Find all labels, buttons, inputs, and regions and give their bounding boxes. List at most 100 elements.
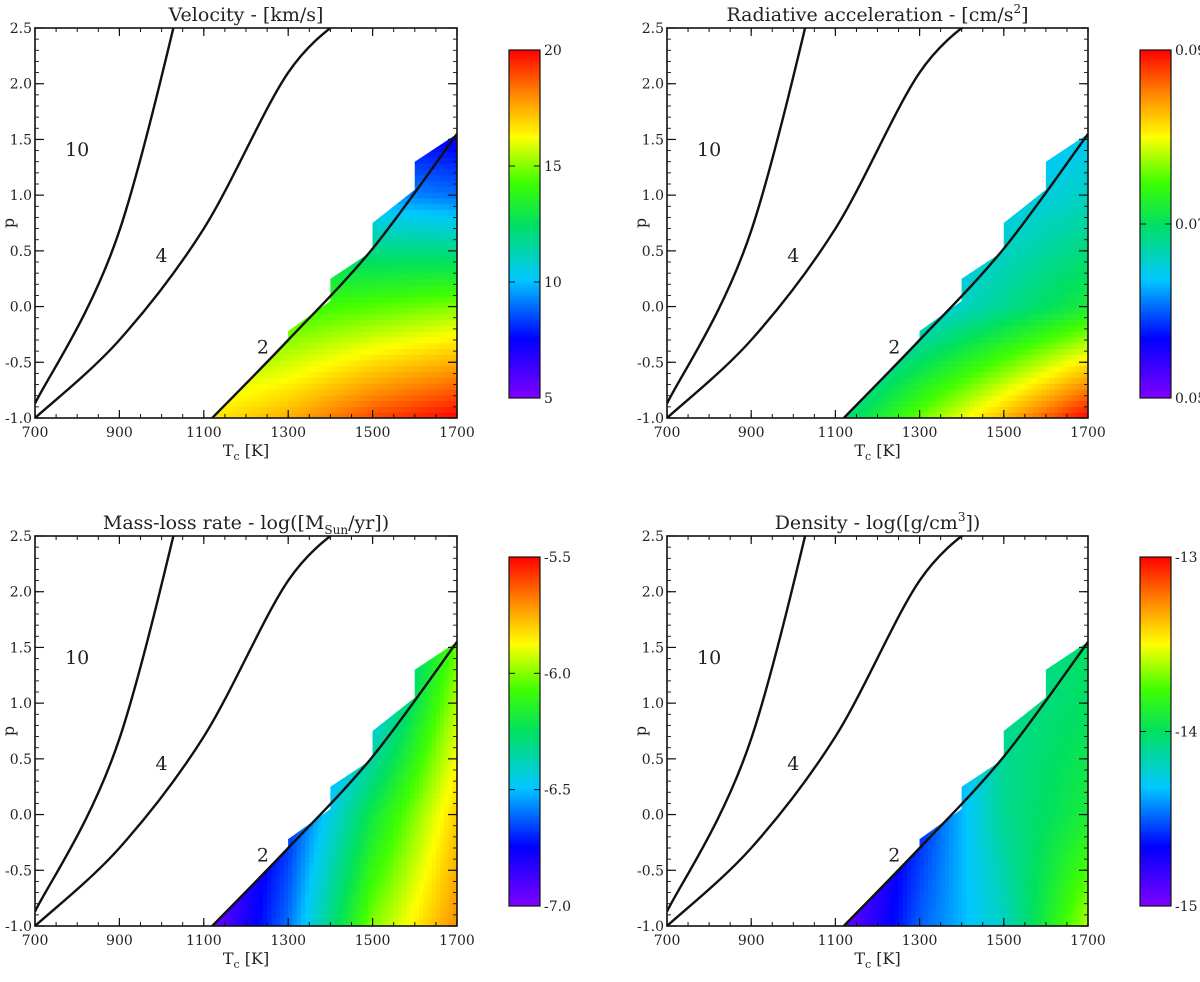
heatmap-cell — [932, 412, 938, 418]
heatmap-cell — [351, 209, 357, 216]
heatmap-cell — [250, 273, 256, 280]
heatmap-cell — [389, 325, 395, 332]
heatmap-cell — [856, 261, 862, 268]
heatmap-cell — [423, 232, 429, 239]
heatmap-cell — [885, 238, 891, 245]
heatmap-cell — [419, 174, 424, 182]
heatmap-cell — [444, 238, 450, 245]
heatmap-cell — [970, 394, 975, 402]
heatmap-cell — [898, 383, 904, 390]
heatmap-cell — [835, 262, 840, 268]
heatmap-cell — [254, 151, 260, 158]
heatmap-cell — [246, 365, 251, 373]
heatmap-cell — [452, 151, 457, 158]
heatmap-cell — [292, 139, 298, 147]
heatmap-cell — [978, 267, 984, 274]
y-tick-label: 1.5 — [10, 132, 32, 148]
heatmap-cell — [894, 255, 900, 263]
heatmap-cell — [204, 267, 209, 273]
heatmap-cell — [212, 389, 213, 396]
heatmap-cell — [343, 168, 348, 176]
heatmap-cell — [368, 336, 374, 344]
heatmap-cell — [368, 313, 374, 321]
heatmap-cell — [452, 261, 457, 268]
heatmap-cell — [355, 232, 361, 239]
heatmap-cell — [258, 168, 264, 176]
heatmap-cell — [843, 307, 845, 315]
heatmap-cell — [359, 180, 365, 187]
heatmap-cell — [898, 394, 904, 402]
heatmap-cell — [305, 377, 310, 384]
heatmap-cell — [364, 139, 369, 147]
heatmap-cell — [359, 197, 365, 205]
heatmap-cell — [915, 394, 921, 402]
heatmap-cell — [928, 209, 933, 216]
heatmap-cell — [860, 220, 866, 228]
heatmap-cell — [915, 302, 921, 309]
heatmap-cell — [873, 186, 879, 193]
heatmap-cell — [974, 209, 980, 216]
heatmap-cell — [974, 394, 980, 402]
heatmap-cell — [258, 267, 264, 274]
heatmap-cell — [359, 139, 365, 147]
heatmap-cell — [414, 197, 420, 205]
heatmap-cell — [452, 267, 457, 274]
heatmap-cell — [381, 145, 386, 153]
heatmap-cell — [283, 365, 289, 373]
heatmap-cell — [279, 134, 285, 141]
heatmap-cell — [212, 336, 213, 344]
heatmap-cell — [898, 215, 904, 222]
heatmap-cell — [229, 302, 234, 309]
heatmap-cell — [305, 284, 310, 292]
heatmap-cell — [961, 145, 967, 153]
heatmap-cell — [397, 220, 403, 228]
heatmap-cell — [906, 267, 912, 274]
heatmap-cell — [224, 273, 230, 280]
heatmap-cell — [864, 255, 870, 263]
heatmap-cell — [860, 325, 866, 332]
heatmap-cell — [389, 354, 395, 361]
heatmap-cell — [410, 278, 416, 286]
heatmap-cell — [843, 394, 849, 402]
heatmap-cell — [381, 313, 386, 321]
heatmap-cell — [224, 249, 230, 257]
heatmap-cell — [317, 261, 323, 268]
heatmap-cell — [448, 406, 454, 413]
heatmap-cell — [364, 267, 369, 274]
heatmap-cell — [212, 197, 213, 205]
heatmap-cell — [376, 174, 382, 182]
heatmap-cell — [936, 238, 942, 245]
heatmap-cell — [427, 174, 433, 182]
heatmap-cell — [321, 192, 327, 199]
heatmap-cell — [894, 244, 900, 251]
heatmap-cell — [212, 145, 218, 153]
heatmap-cell — [928, 302, 933, 309]
heatmap-cell — [376, 342, 382, 350]
heatmap-cell — [414, 163, 420, 170]
heatmap-cell — [267, 249, 272, 257]
heatmap-cell — [246, 261, 251, 268]
heatmap-cell — [368, 186, 374, 193]
heatmap-cell — [364, 412, 369, 418]
heatmap-cell — [856, 342, 862, 350]
heatmap-cell — [321, 284, 327, 292]
heatmap-cell — [237, 302, 243, 309]
heatmap-cell — [940, 302, 946, 309]
heatmap-cell — [372, 261, 378, 268]
heatmap-cell — [279, 412, 285, 418]
heatmap-cell — [452, 145, 457, 153]
heatmap-cell — [254, 203, 260, 210]
heatmap-cell — [970, 134, 975, 141]
heatmap-cell — [944, 174, 950, 182]
heatmap-cell — [351, 325, 357, 332]
heatmap-cell — [902, 151, 908, 158]
heatmap-cell — [330, 331, 336, 338]
heatmap-cell — [869, 215, 874, 222]
heatmap-cell — [389, 290, 395, 297]
heatmap-cell — [419, 192, 424, 199]
heatmap-cell — [224, 163, 230, 170]
heatmap-cell — [393, 319, 399, 326]
heatmap-cell — [881, 244, 887, 251]
heatmap-cell — [224, 325, 230, 332]
heatmap-cell — [852, 145, 858, 153]
